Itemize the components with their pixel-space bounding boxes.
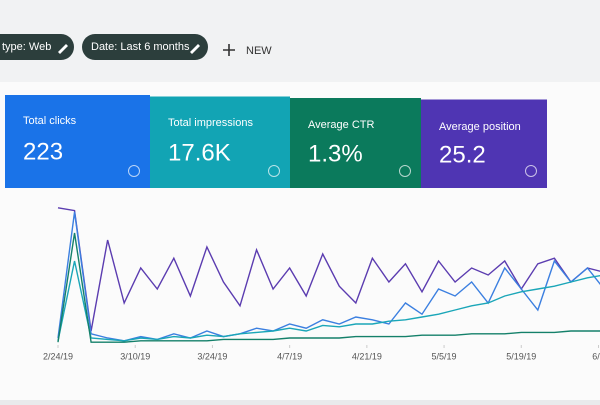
series-line: [57, 232, 600, 343]
metric-value: 223: [23, 138, 63, 165]
x-tick-label: 4/21/19: [352, 351, 382, 361]
x-tick-label: 3/10/19: [120, 351, 150, 361]
x-tick-label: 5/5/19: [432, 351, 457, 361]
metric-cards: Total clicks 223 Total impressions 17.6K Ave…: [5, 95, 547, 188]
x-tick-label: 5/19/19: [506, 351, 536, 361]
metric-label: Total clicks: [23, 115, 77, 127]
x-tick-label: 6/2: [592, 351, 600, 361]
metric-value: 17.6K: [168, 139, 231, 166]
x-tick-label: 3/24/19: [197, 351, 227, 361]
metric-value: 1.3%: [308, 140, 363, 167]
chip-label: Date: Last 6 months: [91, 41, 190, 53]
plus-icon: [223, 44, 235, 56]
filter-chip[interactable]: [82, 34, 208, 60]
metric-label: Total impressions: [168, 117, 253, 129]
help-icon: [128, 165, 140, 177]
filter-chip[interactable]: [0, 34, 74, 60]
metric-card[interactable]: [5, 95, 150, 188]
chart: 2/24/19 3/10/19 3/24/19 4/7/19 4/21/19 5/5/19…: [43, 207, 600, 361]
help-icon: [399, 165, 411, 177]
metric-label: Average CTR: [308, 119, 374, 131]
edit-icon: [58, 44, 68, 54]
help-icon: [268, 165, 280, 177]
help-icon: [525, 165, 537, 177]
series-line: [57, 260, 600, 342]
metric-label: Average position: [439, 121, 521, 133]
series-line: [57, 207, 600, 332]
edit-icon: [190, 44, 200, 54]
metric-card[interactable]: [150, 96, 290, 189]
new-filter[interactable]: NEW: [246, 45, 272, 57]
metric-card[interactable]: [290, 98, 421, 188]
chip-label: type: Web: [2, 41, 51, 53]
x-tick-label: 2/24/19: [43, 351, 73, 361]
metric-value: 25.2: [439, 141, 486, 168]
x-tick-label: 4/7/19: [277, 351, 302, 361]
